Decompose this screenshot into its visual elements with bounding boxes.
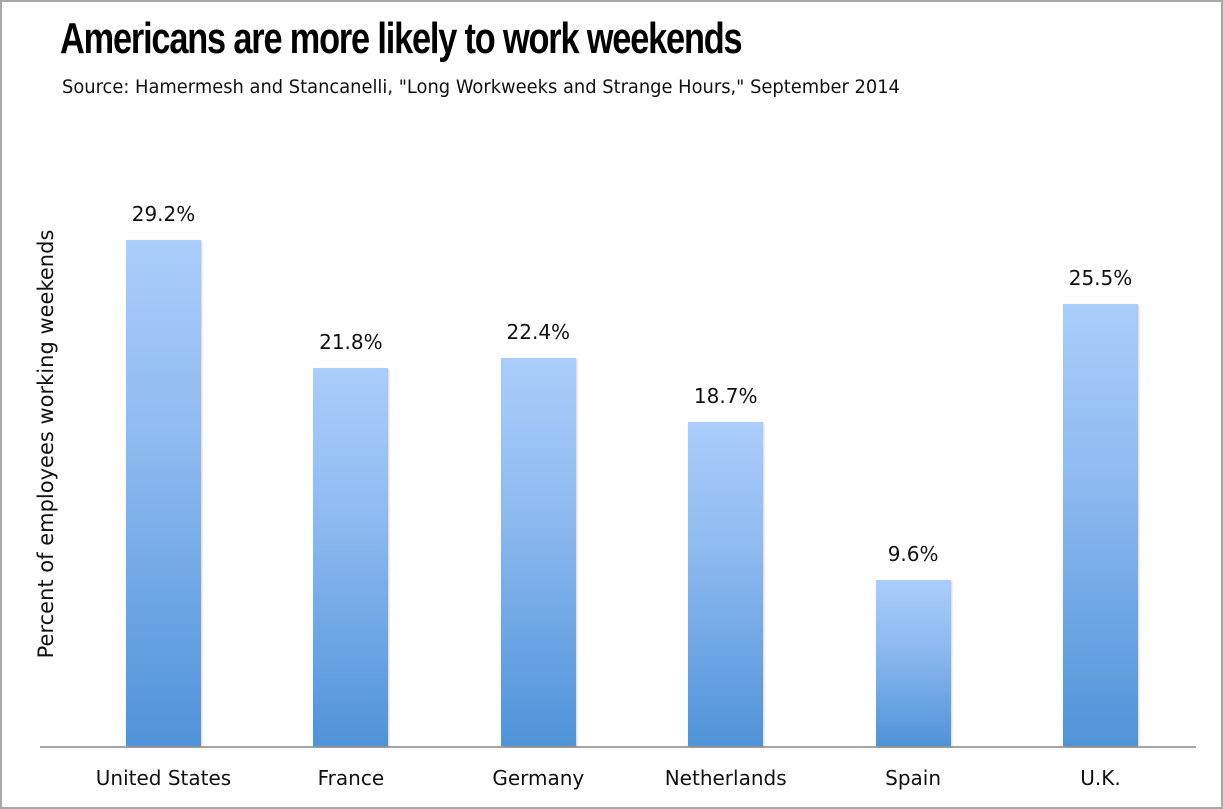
category-label: Netherlands (664, 766, 787, 790)
category-label: France (317, 766, 385, 790)
category-label: Spain (885, 766, 942, 790)
bar-france (313, 368, 389, 746)
category-label: United States (95, 766, 232, 790)
bar-spain (875, 579, 951, 746)
chart-title: Americans are more likely to work weeken… (60, 14, 743, 63)
value-label: 21.8% (319, 330, 383, 355)
y-axis-label-text: Percent of employees working weekends (34, 229, 58, 659)
bar-united-states (126, 239, 201, 746)
chart-subtitle: Source: Hamermesh and Stancanelli, "Long… (62, 76, 900, 98)
bar-germany (500, 357, 576, 746)
category-label: U.K. (1080, 766, 1121, 790)
value-label: 9.6% (887, 541, 939, 566)
value-label: 22.4% (506, 319, 571, 344)
x-axis-line (40, 746, 1196, 748)
bar-netherlands (688, 421, 764, 746)
bar-uk (1063, 304, 1138, 746)
category-label: Germany (492, 766, 585, 790)
value-label: 29.2% (131, 201, 196, 226)
value-label: 25.5% (1068, 266, 1133, 291)
value-label: 18.7% (693, 383, 758, 408)
